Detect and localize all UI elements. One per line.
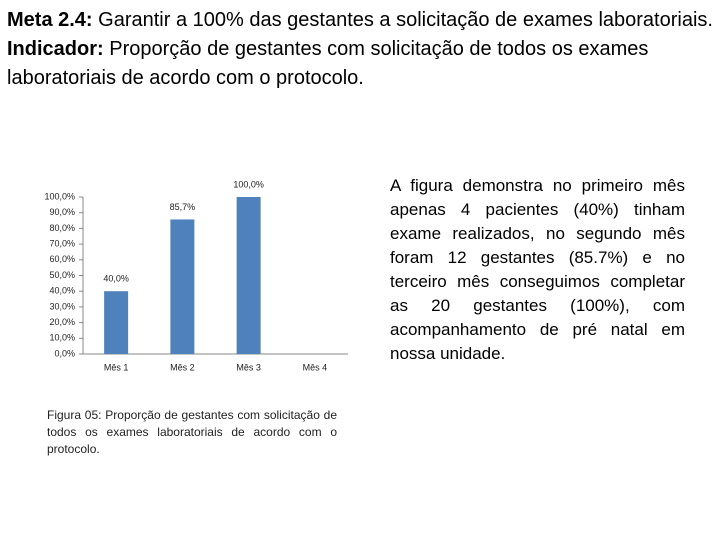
indicator-label: Indicador: bbox=[7, 38, 104, 60]
x-tick-label: Mês 3 bbox=[236, 362, 261, 372]
bar bbox=[104, 291, 129, 354]
y-tick-label: 30,0% bbox=[49, 301, 75, 311]
y-tick-label: 100,0% bbox=[44, 191, 75, 201]
value-label: 100,0% bbox=[233, 179, 264, 189]
y-tick-label: 10,0% bbox=[49, 333, 75, 343]
y-tick-label: 80,0% bbox=[49, 223, 75, 233]
value-label: 40,0% bbox=[103, 274, 129, 284]
y-tick-label: 90,0% bbox=[49, 207, 75, 217]
indicator-text: Proporção de gestantes com solicitação d… bbox=[7, 38, 649, 89]
value-label: 85,7% bbox=[170, 202, 196, 212]
x-tick-label: Mês 2 bbox=[170, 362, 195, 372]
y-tick-label: 50,0% bbox=[49, 270, 75, 280]
x-tick-label: Mês 1 bbox=[104, 362, 129, 372]
bar bbox=[170, 219, 195, 354]
indicator: Indicador: Proporção de gestantes com so… bbox=[7, 35, 717, 93]
y-tick-label: 70,0% bbox=[49, 238, 75, 248]
chart: 0,0% 10,0% 20,0% 30,0% 40,0% 50,0% 60,0% 70,0% 8… bbox=[44, 179, 348, 372]
caption: Figura 05: Proporção de gestantes com so… bbox=[47, 408, 337, 456]
x-tick-label: Mês 4 bbox=[303, 362, 328, 372]
y-tick-label: 60,0% bbox=[49, 254, 75, 264]
goal-text: Garantir a 100% das gestantes a solicita… bbox=[98, 9, 713, 31]
heading: Meta 2.4: Garantir a 100% das gestantes … bbox=[7, 6, 717, 93]
goal-label: Meta 2.4: bbox=[7, 9, 93, 31]
y-tick-label: 0,0% bbox=[54, 348, 75, 358]
y-tick-label: 20,0% bbox=[49, 317, 75, 327]
y-tick-label: 40,0% bbox=[49, 286, 75, 296]
goal: Meta 2.4: Garantir a 100% das gestantes … bbox=[7, 6, 717, 35]
bar bbox=[236, 197, 261, 354]
paragraph: A figura demonstra no primeiro mês apena… bbox=[390, 176, 685, 363]
